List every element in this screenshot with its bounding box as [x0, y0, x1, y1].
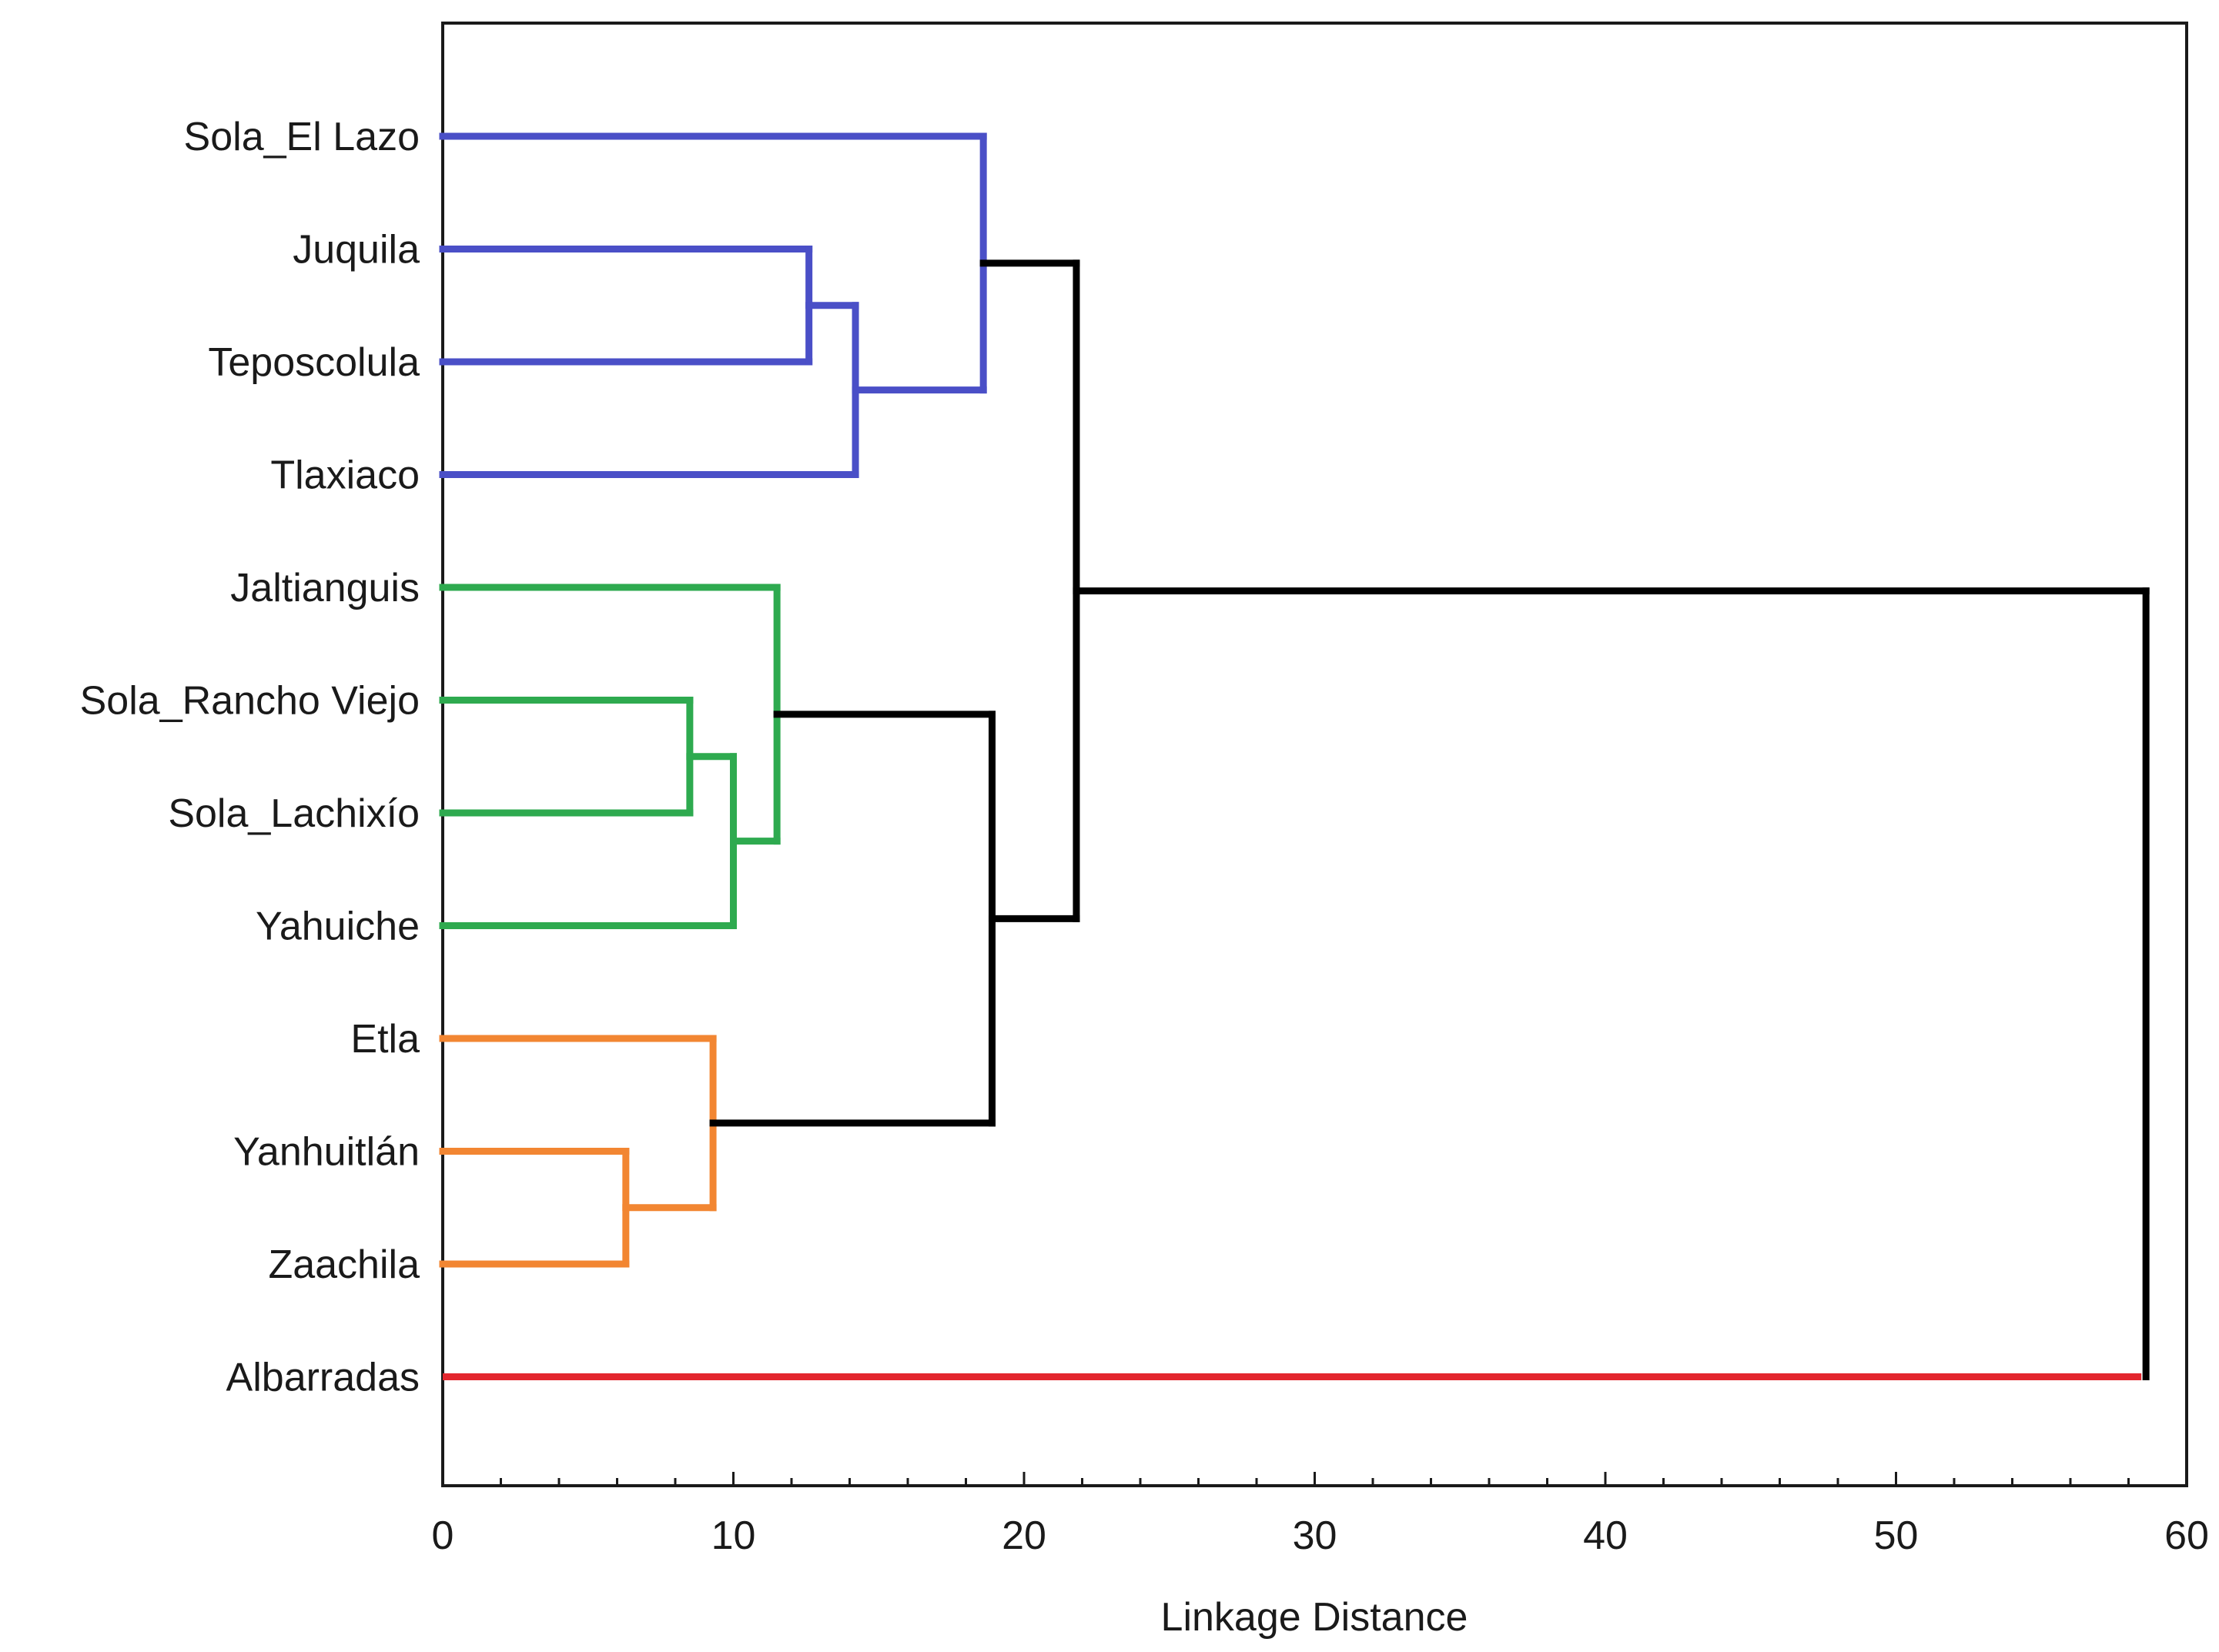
- x-axis-title: Linkage Distance: [1161, 1595, 1468, 1640]
- leaf-label: Juquila: [293, 228, 420, 273]
- leaf-label: Jaltianguis: [230, 566, 420, 610]
- leaf-label: Sola_El Lazo: [184, 115, 420, 159]
- x-tick-label: 40: [1583, 1513, 1628, 1558]
- leaf-label: Yahuiche: [256, 905, 420, 949]
- leaf-label: Zaachila: [268, 1242, 420, 1287]
- x-tick-label: 60: [2164, 1513, 2209, 1558]
- x-tick-label: 30: [1293, 1513, 1337, 1558]
- x-tick-label: 50: [1874, 1513, 1919, 1558]
- x-axis-ticks: [500, 1472, 2130, 1486]
- leaf-label: Etla: [350, 1017, 420, 1062]
- leaf-label: Tlaxiaco: [270, 453, 420, 498]
- leaf-label: Yanhuitlán: [233, 1130, 420, 1175]
- dendrogram-links: [439, 132, 2150, 1380]
- leaf-labels: Sola_El Lazo Juquila Teposcolula Tlaxiaco Ja…: [80, 115, 420, 1400]
- x-tick-label: 20: [1002, 1513, 1046, 1558]
- leaf-label: Sola_Rancho Viejo: [80, 679, 420, 724]
- leaf-label: Sola_Lachixío: [168, 791, 420, 836]
- x-tick-label: 0: [432, 1513, 454, 1558]
- x-tick-label: 10: [711, 1513, 756, 1558]
- x-axis-tick-labels: 0 10 20 30 40 50 60: [432, 1513, 2209, 1558]
- leaf-label: Teposcolula: [208, 340, 420, 385]
- leaf-label: Albarradas: [226, 1356, 420, 1400]
